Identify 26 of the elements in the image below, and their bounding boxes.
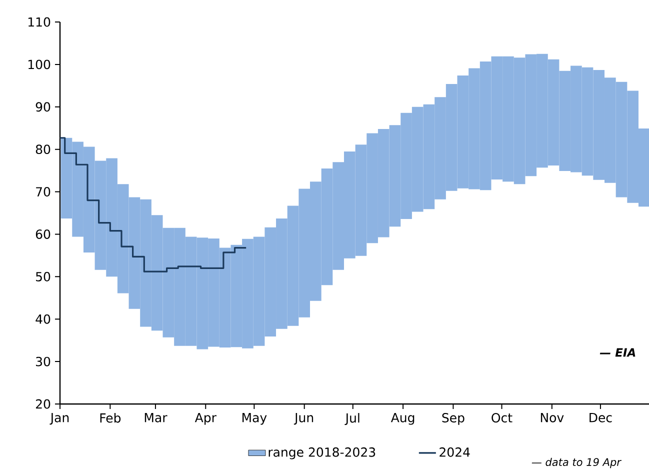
x-tick-label: Aug	[390, 413, 414, 425]
x-tick-label: Nov	[540, 413, 564, 422]
y-tick-label: 50	[36, 272, 50, 282]
legend-label: range 2018-2023	[268, 447, 376, 460]
x-tick-label: Jun	[294, 413, 314, 425]
text: — data to 19 Apr	[532, 458, 622, 468]
y-tick-label: 60	[36, 229, 50, 239]
y-tick-label: 90	[36, 102, 50, 112]
x-tick-label: Feb	[100, 413, 121, 423]
y-tick-label: 30	[36, 356, 50, 366]
x-tick-label: Jul	[344, 413, 360, 426]
x-tick-label: Apr	[194, 413, 216, 425]
x-tick-label: Mar	[144, 413, 168, 422]
x-tick-label: Sep	[442, 413, 464, 425]
y-tick-label: 110	[28, 17, 50, 27]
y-tick-label: 70	[36, 187, 50, 197]
x-tick-label: May	[242, 413, 267, 425]
x-tick-label: Oct	[492, 413, 512, 422]
legend-label: 2024	[440, 447, 470, 457]
y-tick-label: 20	[36, 399, 50, 409]
x-tick-label: Jan	[50, 413, 69, 425]
x-tick-label: Dec	[590, 413, 612, 422]
y-tick-label: 100	[28, 60, 50, 70]
y-tick-label: 80	[36, 144, 50, 154]
y-tick-label: 40	[36, 314, 50, 324]
annotation: — EIA	[600, 348, 636, 357]
